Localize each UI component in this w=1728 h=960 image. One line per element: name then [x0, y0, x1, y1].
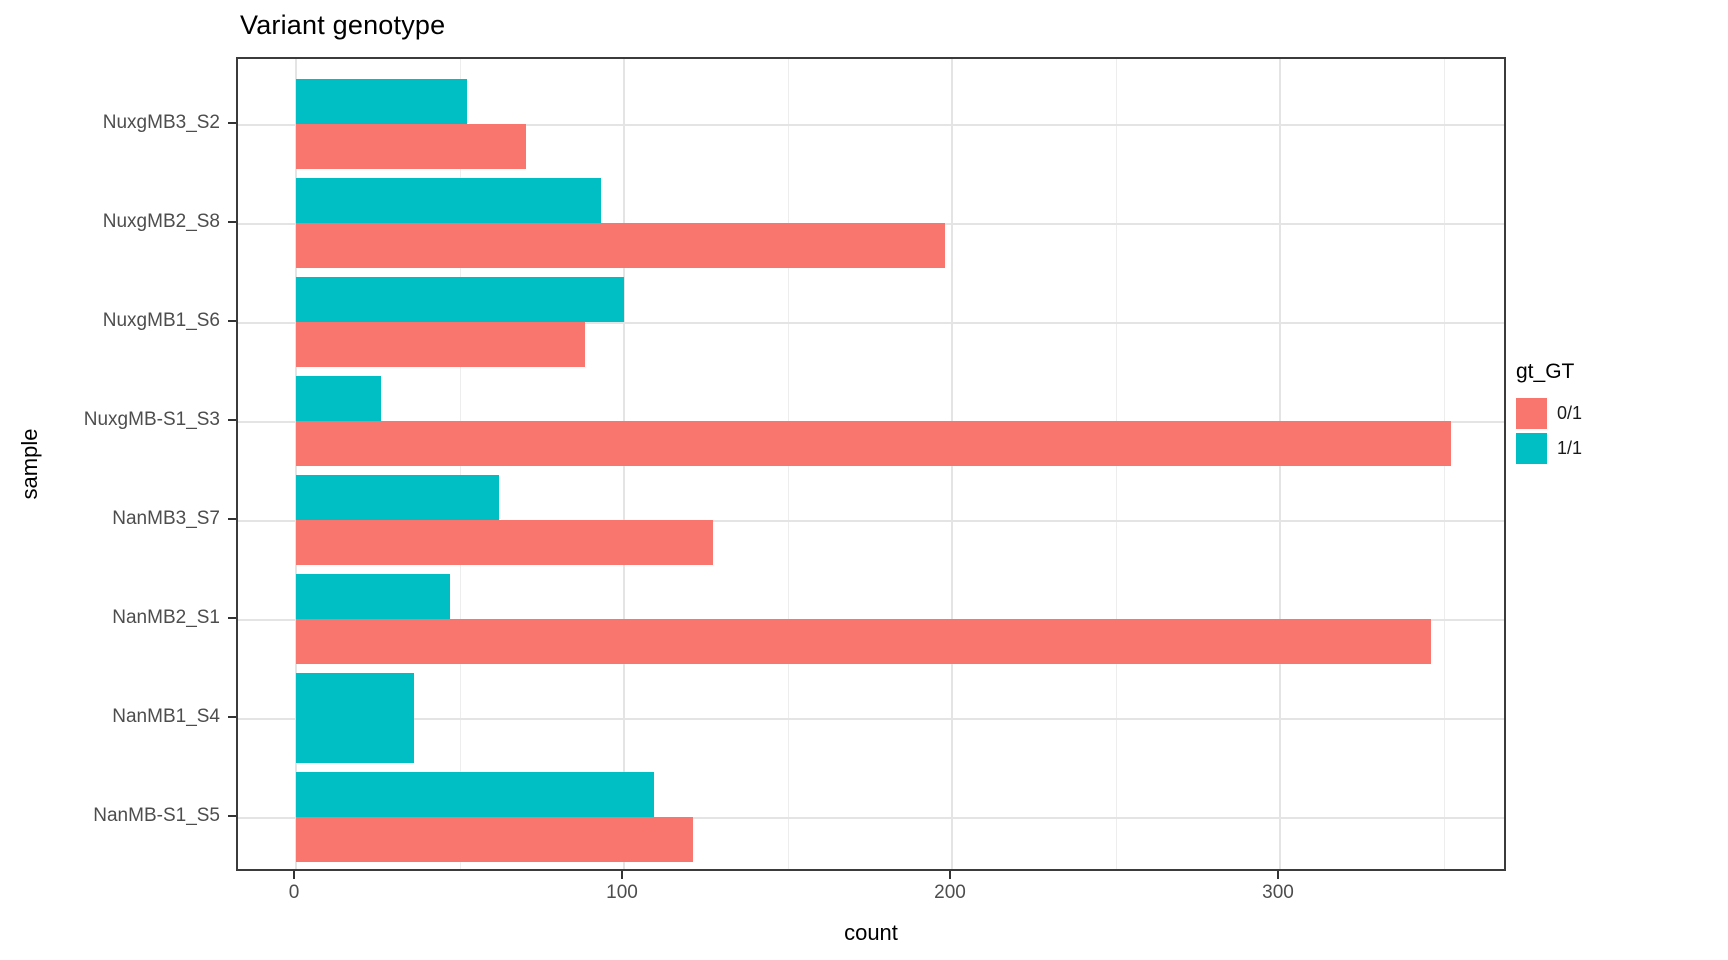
bar — [296, 178, 602, 223]
x-axis-tick-label: 200 — [934, 882, 966, 903]
bar — [296, 574, 451, 619]
legend-label: 1/1 — [1557, 438, 1583, 458]
legend-keys: 0/1 1/1 — [1516, 398, 1582, 464]
y-axis-tick-mark — [228, 716, 236, 718]
major-gridline-horizontal — [238, 817, 1504, 819]
bar — [296, 772, 654, 817]
plot-panel — [236, 57, 1506, 871]
y-axis-tick-mark — [228, 122, 236, 124]
major-gridline-horizontal — [238, 322, 1504, 324]
legend-key: 1/1 — [1516, 433, 1582, 464]
y-axis-tick-label: NuxgMB1_S6 — [102, 310, 220, 331]
x-axis-title: count — [844, 920, 898, 945]
y-axis-tick-mark — [228, 221, 236, 223]
y-axis-tick-label: NuxgMB-S1_S3 — [83, 409, 220, 430]
legend: gt_GT 0/1 1/1 — [1516, 360, 1582, 468]
y-axis-tick-label: NuxgMB2_S8 — [102, 211, 220, 232]
y-axis-tick-label: NanMB2_S1 — [112, 607, 220, 628]
bar — [296, 520, 713, 565]
y-axis-tick-label: NuxgMB3_S2 — [102, 112, 220, 133]
bar — [296, 673, 415, 763]
x-axis-tick-label: 0 — [288, 882, 300, 903]
bar — [296, 223, 946, 268]
x-axis-tick-label: 300 — [1262, 882, 1294, 903]
major-gridline-horizontal — [238, 718, 1504, 720]
bar — [296, 619, 1431, 664]
x-axis-tick-label: 100 — [606, 882, 638, 903]
legend-title: gt_GT — [1516, 360, 1575, 383]
x-axis-tick-mark — [1277, 871, 1279, 879]
bar — [296, 322, 585, 367]
x-axis-tick-mark — [621, 871, 623, 879]
bar — [296, 124, 526, 169]
major-gridline-horizontal — [238, 520, 1504, 522]
y-axis-tick-mark — [228, 419, 236, 421]
bar — [296, 277, 624, 322]
major-gridline-horizontal — [238, 124, 1504, 126]
legend-swatch — [1516, 433, 1547, 464]
y-axis-tick-mark — [228, 815, 236, 817]
y-axis-tick-mark — [228, 518, 236, 520]
y-axis-tick-label: NanMB-S1_S5 — [93, 805, 220, 826]
x-axis-tick-mark — [293, 871, 295, 879]
x-axis-tick-mark — [949, 871, 951, 879]
bar — [296, 817, 693, 862]
legend-label: 0/1 — [1557, 403, 1583, 423]
bar — [296, 376, 382, 421]
legend-swatch — [1516, 398, 1547, 429]
y-axis-tick-mark — [228, 617, 236, 619]
y-axis-tick-label: NanMB3_S7 — [112, 508, 220, 529]
y-axis-tick-mark — [228, 320, 236, 322]
bar — [296, 421, 1451, 466]
chart-title: Variant genotype — [240, 10, 446, 40]
legend-key: 0/1 — [1516, 398, 1582, 429]
bar — [296, 79, 467, 124]
bar — [296, 475, 500, 520]
y-axis-tick-label: NanMB1_S4 — [112, 706, 220, 727]
y-axis-title: sample — [17, 428, 42, 500]
